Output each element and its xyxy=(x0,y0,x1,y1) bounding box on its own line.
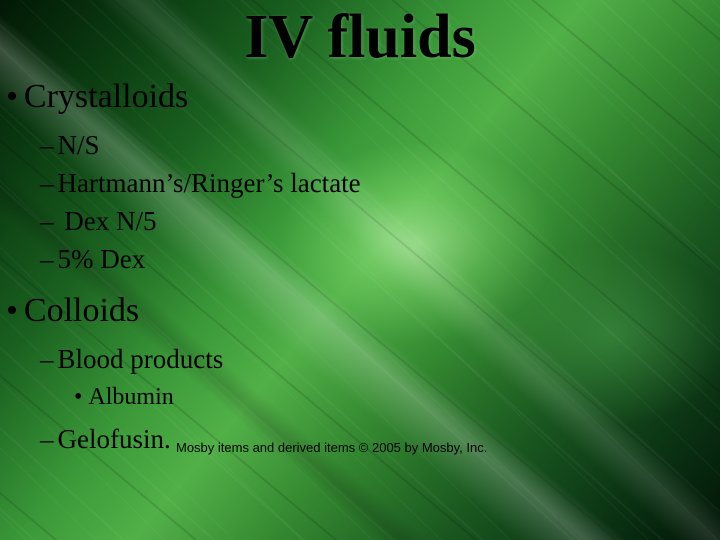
subbullet-blood: –Blood products xyxy=(40,344,223,375)
slide: IV fluids •Crystalloids –N/S –Hartmann’s… xyxy=(0,0,720,540)
dash-icon: – xyxy=(40,424,54,454)
copyright-footer: Mosby items and derived items © 2005 by … xyxy=(176,440,487,455)
subbullet-dex5: –5% Dex xyxy=(40,244,145,275)
bullet-dot-icon: • xyxy=(6,292,18,329)
dash-icon: – xyxy=(40,130,54,160)
subbullet-gelofusin-label: Gelofusin. xyxy=(58,424,171,454)
subbullet-ns: –N/S xyxy=(40,130,100,161)
slide-title: IV fluids xyxy=(0,2,720,73)
subbullet-blood-label: Blood products xyxy=(58,344,224,374)
subbullet-dex5-label: 5% Dex xyxy=(58,244,146,274)
bullet-dot-icon: • xyxy=(74,384,82,410)
bullet-colloids: •Colloids xyxy=(6,292,139,330)
subbullet-dexn5-label: Dex N/5 xyxy=(58,206,157,236)
bullet-crystalloids: •Crystalloids xyxy=(6,78,188,116)
subbullet-hartmanns: –Hartmann’s/Ringer’s lactate xyxy=(40,168,361,199)
slide-content: IV fluids •Crystalloids –N/S –Hartmann’s… xyxy=(0,0,720,540)
subbullet-gelofusin: –Gelofusin. xyxy=(40,424,171,455)
subbullet-hartmanns-label: Hartmann’s/Ringer’s lactate xyxy=(58,168,361,198)
subsubbullet-albumin-label: Albumin xyxy=(88,384,173,410)
subbullet-dexn5: – Dex N/5 xyxy=(40,206,156,237)
bullet-dot-icon: • xyxy=(6,78,18,115)
subsubbullet-albumin: •Albumin xyxy=(74,384,174,411)
subbullet-ns-label: N/S xyxy=(58,130,100,160)
bullet-crystalloids-label: Crystalloids xyxy=(24,78,188,115)
dash-icon: – xyxy=(40,168,54,198)
bullet-colloids-label: Colloids xyxy=(24,292,139,329)
dash-icon: – xyxy=(40,344,54,374)
dash-icon: – xyxy=(40,206,54,236)
dash-icon: – xyxy=(40,244,54,274)
